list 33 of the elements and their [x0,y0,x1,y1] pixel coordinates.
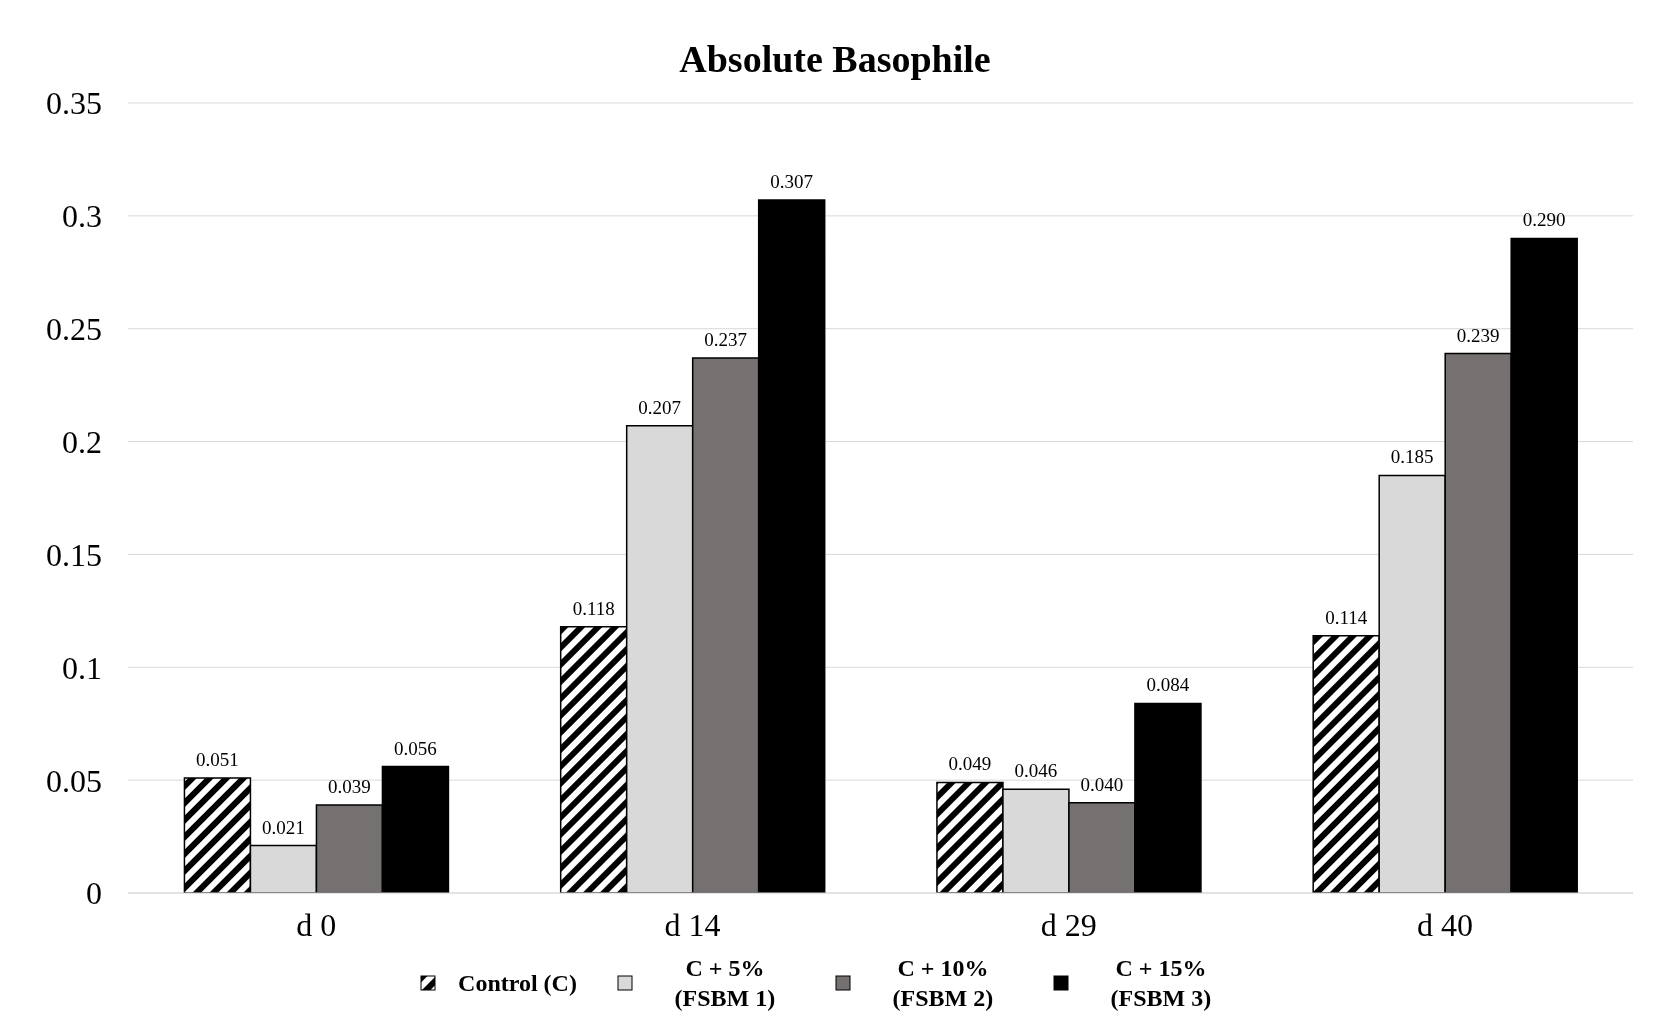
data-label: 0.185 [1390,446,1434,468]
legend-label: C + 5% (FSBM 1) [673,954,777,1013]
data-label: 0.049 [948,753,992,775]
x-tick-label: d 14 [664,906,721,943]
y-tick-label: 0.1 [62,649,102,686]
x-tick-label: d 0 [296,906,337,943]
data-label: 0.051 [196,748,239,770]
data-label: 0.021 [262,816,305,838]
y-tick-label: 0.25 [46,311,102,348]
data-label: 0.237 [704,329,748,351]
y-tick-label: 0.35 [46,85,102,122]
legend-label: C + 15% (FSBM 3) [1109,954,1213,1013]
y-tick-label: 0.3 [62,198,102,235]
x-tick-label: d 40 [1416,906,1473,943]
data-label: 0.239 [1456,324,1500,346]
data-label: 0.084 [1146,674,1190,696]
y-tick-label: 0 [86,875,102,912]
data-label: 0.207 [638,396,682,418]
data-label: 0.040 [1080,773,1124,795]
y-tick-label: 0.2 [62,423,102,460]
y-tick-label: 0.05 [46,762,102,799]
y-tick-label: 0.15 [46,536,102,573]
data-label: 0.039 [328,775,371,797]
data-label: 0.114 [1325,606,1368,628]
data-label: 0.056 [394,737,437,759]
data-label: 0.307 [770,171,814,193]
chart-title: Absolute Basophile [679,38,991,80]
data-label: 0.118 [572,597,615,619]
data-label: 0.046 [1014,760,1058,782]
data-label: 0.290 [1522,209,1566,231]
x-tick-label: d 29 [1040,906,1097,943]
legend-label: C + 10% (FSBM 2) [891,954,995,1013]
legend-label: Control (C) [458,969,577,998]
